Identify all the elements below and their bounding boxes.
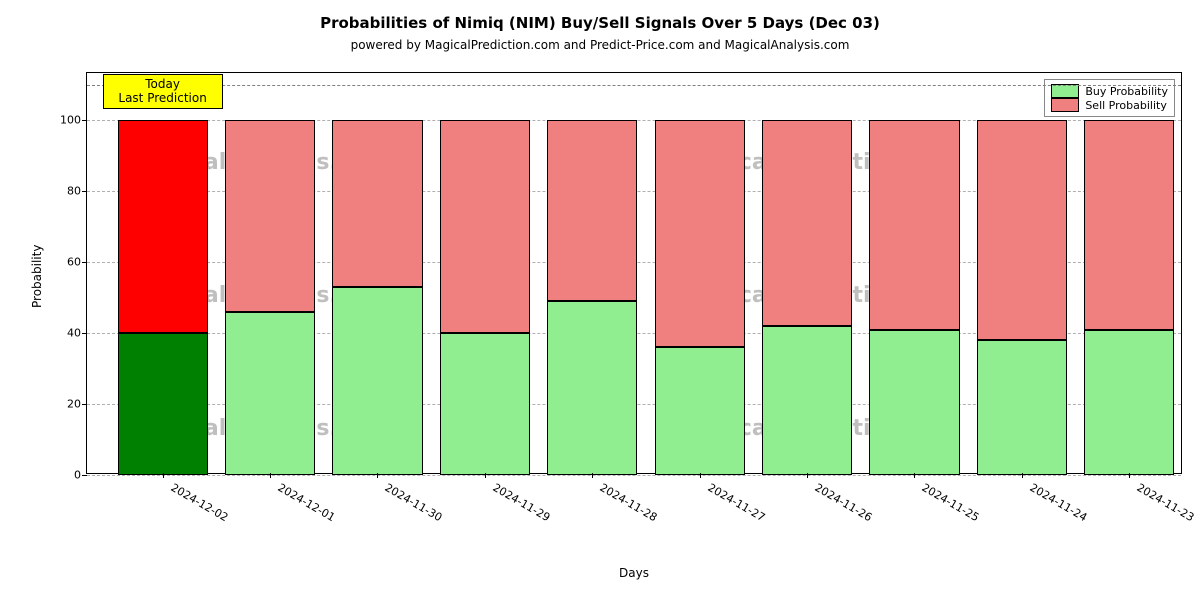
legend-swatch xyxy=(1051,98,1079,112)
bar-buy xyxy=(225,312,315,475)
y-tick-mark xyxy=(82,404,87,405)
x-tick-mark xyxy=(700,473,701,478)
bar-buy xyxy=(118,333,208,475)
bar-buy xyxy=(655,347,745,475)
reference-line xyxy=(87,85,1181,86)
x-tick-label: 2024-12-01 xyxy=(276,481,338,524)
grid-line xyxy=(87,475,1181,476)
chart-subtitle: powered by MagicalPrediction.com and Pre… xyxy=(0,38,1200,52)
x-tick-label: 2024-11-26 xyxy=(813,481,875,524)
x-tick-label: 2024-11-23 xyxy=(1135,481,1197,524)
x-tick-mark xyxy=(1022,473,1023,478)
x-tick-label: 2024-12-02 xyxy=(168,481,230,524)
legend-swatch xyxy=(1051,84,1079,98)
bar-sell xyxy=(440,120,530,333)
y-tick-mark xyxy=(82,475,87,476)
bar-sell xyxy=(762,120,852,326)
x-tick-mark xyxy=(377,473,378,478)
chart-title: Probabilities of Nimiq (NIM) Buy/Sell Si… xyxy=(0,14,1200,32)
x-tick-mark xyxy=(1129,473,1130,478)
bar-sell xyxy=(225,120,315,312)
x-tick-label: 2024-11-25 xyxy=(920,481,982,524)
figure: Probabilities of Nimiq (NIM) Buy/Sell Si… xyxy=(0,0,1200,600)
x-tick-label: 2024-11-30 xyxy=(383,481,445,524)
y-tick-mark xyxy=(82,333,87,334)
legend-label: Buy Probability xyxy=(1085,85,1168,98)
x-tick-mark xyxy=(914,473,915,478)
bar-buy xyxy=(1084,330,1174,475)
plot-area: Buy ProbabilitySell Probability MagicalA… xyxy=(86,72,1182,474)
x-tick-label: 2024-11-24 xyxy=(1027,481,1089,524)
bar-sell xyxy=(869,120,959,329)
bar-buy xyxy=(547,301,637,475)
x-tick-mark xyxy=(592,473,593,478)
y-tick-mark xyxy=(82,191,87,192)
bar-buy xyxy=(332,287,422,475)
x-tick-mark xyxy=(270,473,271,478)
bar-sell xyxy=(655,120,745,347)
x-tick-label: 2024-11-29 xyxy=(490,481,552,524)
x-tick-label: 2024-11-27 xyxy=(705,481,767,524)
x-tick-label: 2024-11-28 xyxy=(598,481,660,524)
legend-item: Buy Probability xyxy=(1051,84,1168,98)
bar-sell xyxy=(1084,120,1174,329)
bar-buy xyxy=(869,330,959,475)
legend-item: Sell Probability xyxy=(1051,98,1168,112)
x-tick-mark xyxy=(163,473,164,478)
bar-sell xyxy=(977,120,1067,340)
x-tick-mark xyxy=(485,473,486,478)
today-annotation: TodayLast Prediction xyxy=(103,74,223,109)
bar-buy xyxy=(440,333,530,475)
x-tick-mark xyxy=(807,473,808,478)
bar-sell xyxy=(332,120,422,287)
y-tick-mark xyxy=(82,120,87,121)
bar-buy xyxy=(762,326,852,475)
bar-sell xyxy=(547,120,637,301)
y-tick-mark xyxy=(82,262,87,263)
legend-label: Sell Probability xyxy=(1085,99,1167,112)
y-axis-label: Probability xyxy=(30,245,44,308)
x-axis-label: Days xyxy=(86,566,1182,580)
bar-sell xyxy=(118,120,208,333)
bar-buy xyxy=(977,340,1067,475)
